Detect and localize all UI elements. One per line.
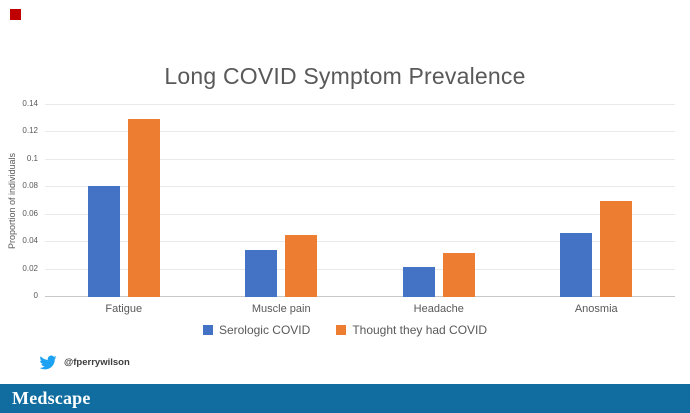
x-axis-labels: Fatigue Muscle pain Headache Anosmia	[45, 303, 675, 315]
legend-label-serologic-covid: Serologic COVID	[218, 323, 311, 337]
bar-serologic-covid-headache	[402, 266, 435, 297]
gridline	[45, 268, 675, 270]
brand-bar: Medscape	[0, 384, 690, 413]
bar-group-headache	[360, 105, 518, 297]
gridline	[45, 158, 675, 160]
twitter-attribution: @fperrywilson	[38, 354, 130, 371]
bar-serologic-covid-fatigue	[87, 185, 120, 297]
gridline	[45, 131, 675, 133]
bar-thought-they-had-covid-headache	[442, 253, 475, 297]
gridline	[45, 213, 675, 215]
twitter-handle: @fperrywilson	[64, 357, 130, 368]
legend-swatch-serologic-covid	[202, 325, 213, 335]
twitter-icon	[39, 355, 57, 370]
y-tick-label: 0.14	[22, 99, 38, 108]
x-category-label-anosmia: Anosmia	[574, 303, 618, 315]
y-tick-label: 0.08	[22, 181, 38, 191]
y-tick-label: 0.1	[26, 153, 38, 163]
legend-item-thought-they-had-covid: Thought they had COVID	[336, 323, 487, 337]
x-category-label-headache: Headache	[413, 303, 464, 315]
y-tick-label: 0.02	[22, 263, 38, 273]
bar-thought-they-had-covid-anosmia	[600, 201, 633, 297]
bar-group-muscle-pain	[203, 105, 361, 297]
legend-label-thought-they-had-covid: Thought they had COVID	[352, 323, 488, 337]
gridline	[45, 186, 675, 188]
bar-serologic-covid-muscle-pain	[245, 250, 278, 297]
legend-swatch-thought-they-had-covid	[336, 325, 347, 335]
y-axis-ticks: 0 0.02 0.04 0.06 0.08 0.1 0.12 0.14	[0, 99, 38, 300]
bar-group-anosmia	[518, 105, 676, 297]
bar-serologic-covid-anosmia	[560, 232, 593, 297]
bar-group-fatigue	[45, 105, 203, 297]
medscape-logo: Medscape	[12, 388, 91, 408]
gridline	[45, 104, 675, 105]
x-axis-baseline	[45, 296, 675, 297]
y-tick-label: 0.12	[22, 126, 38, 136]
twitter-bird-path	[39, 355, 57, 370]
legend-item-serologic-covid: Serologic COVID	[202, 323, 311, 337]
x-category-label-muscle-pain: Muscle pain	[251, 303, 311, 315]
y-tick-label: 0.06	[22, 208, 38, 218]
y-tick-label: 0	[33, 291, 38, 300]
red-accent-square	[10, 9, 21, 20]
legend: Serologic COVID Thought they had COVID	[0, 323, 690, 337]
bar-thought-they-had-covid-fatigue	[127, 118, 160, 297]
bar-thought-they-had-covid-muscle-pain	[285, 235, 318, 297]
gridline	[45, 241, 675, 243]
x-category-label-fatigue: Fatigue	[105, 303, 143, 315]
y-tick-label: 0.04	[22, 236, 38, 246]
bar-groups	[45, 105, 675, 297]
plot-area	[45, 104, 675, 297]
chart-title: Long COVID Symptom Prevalence	[164, 63, 526, 89]
